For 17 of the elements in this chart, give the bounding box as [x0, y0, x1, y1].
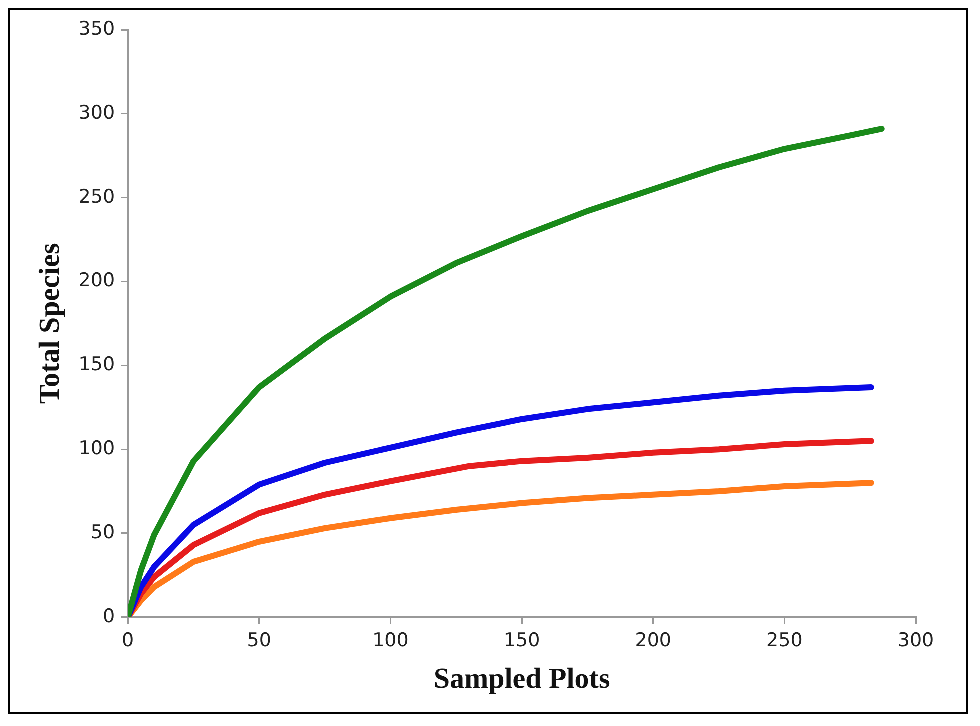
y-axis-title: Total Species [34, 243, 66, 404]
y-tick-label: 150 [78, 354, 116, 376]
y-tick-label: 250 [78, 186, 116, 208]
x-tick-label: 300 [898, 630, 934, 652]
y-tick-label: 50 [90, 521, 116, 544]
x-axis-title: Sampled Plots [434, 663, 610, 696]
x-tick-label: 0 [122, 630, 134, 652]
x-tick-label: 50 [247, 630, 272, 652]
x-tick-label: 100 [372, 630, 409, 652]
y-tick-label: 200 [78, 270, 116, 292]
x-tick-label: 250 [766, 630, 803, 652]
x-tick-label: 150 [504, 630, 540, 652]
y-tick-label: 0 [102, 605, 116, 628]
x-tick-label: 200 [635, 630, 672, 652]
y-tick-label: 300 [78, 102, 116, 124]
y-tick-label: 350 [78, 18, 116, 40]
y-tick-label: 100 [78, 438, 116, 460]
